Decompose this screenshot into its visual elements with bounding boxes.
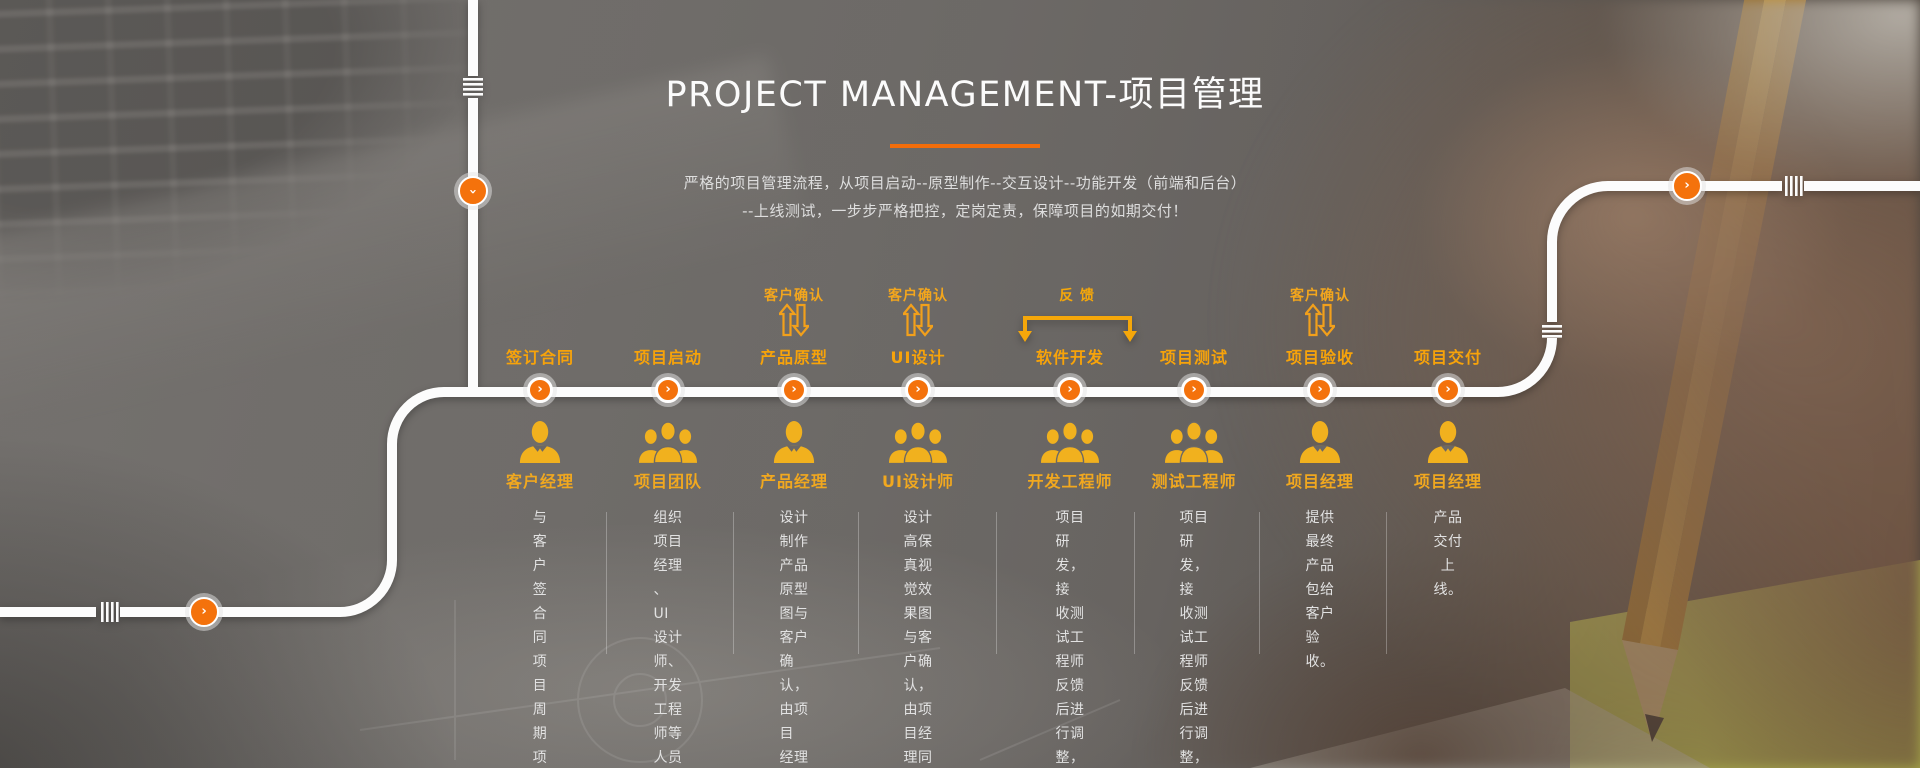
- stage-label: 签订合同: [505, 348, 575, 367]
- single-person-icon: [518, 421, 562, 467]
- route-marker: ›: [454, 172, 492, 210]
- chevron-right-icon: ›: [1307, 377, 1333, 403]
- title-underline: [890, 144, 1040, 148]
- intro-text: 严格的项目管理流程，从项目启动--原型制作--交互设计--功能开发（前端和后台）…: [460, 169, 1470, 225]
- stage-description: 提供最终产品 包给客户验收。: [1305, 510, 1335, 670]
- feedback-bracket: [1018, 316, 1137, 342]
- stage-description: 设计高保真视 觉效果图与客 户确认，由项 目经理同程参 与，把控进度。: [903, 510, 933, 766]
- route-hash-marks: [101, 78, 1803, 622]
- customer-confirm-label: 客户确认: [1290, 288, 1350, 304]
- stage-label: 项目启动: [633, 348, 703, 367]
- customer-confirm-label: 客户确认: [888, 288, 948, 304]
- chevron-right-icon: ›: [781, 377, 807, 403]
- role-label: 产品经理: [759, 472, 829, 491]
- team-icon: [639, 421, 697, 467]
- role-label: 客户经理: [505, 472, 575, 491]
- stage-label: 软件开发: [1035, 348, 1105, 367]
- team-icon: [1165, 421, 1223, 467]
- column-divider: [1259, 512, 1260, 654]
- flow-node: ›: [1303, 373, 1337, 407]
- role-label: 测试工程师: [1151, 472, 1237, 491]
- column-divider: [733, 512, 734, 654]
- chevron-down-icon: ›: [458, 176, 488, 206]
- feedback-label: 反 馈: [1059, 288, 1095, 304]
- role-label: UI设计师: [882, 472, 954, 491]
- route-line: [0, 0, 1920, 617]
- chevron-right-icon: ›: [1181, 377, 1207, 403]
- column-divider: [1134, 512, 1135, 654]
- route-marker: ›: [185, 593, 223, 631]
- flow-node: ›: [777, 373, 811, 407]
- flow-node: ›: [1053, 373, 1087, 407]
- intro-line-1: 严格的项目管理流程，从项目启动--原型制作--交互设计--功能开发（前端和后台）: [683, 174, 1247, 192]
- up-down-arrows-icon: [901, 303, 935, 341]
- chevron-right-icon: ›: [1057, 377, 1083, 403]
- role-label: 项目团队: [633, 472, 703, 491]
- page-title: PROJECT MANAGEMENT-项目管理: [665, 75, 1265, 115]
- column-divider: [606, 512, 607, 654]
- column-divider: [1386, 512, 1387, 654]
- team-icon: [889, 421, 947, 467]
- role-label: 项目经理: [1285, 472, 1355, 491]
- role-label: 开发工程师: [1027, 472, 1113, 491]
- customer-confirm-label: 客户确认: [764, 288, 824, 304]
- route-marker: ›: [1668, 167, 1706, 205]
- single-person-icon: [1298, 421, 1342, 467]
- chevron-right-icon: ›: [527, 377, 553, 403]
- up-down-arrows-icon: [1303, 303, 1337, 341]
- stage-label: 项目验收: [1285, 348, 1355, 367]
- chevron-right-icon: ›: [189, 597, 219, 627]
- chevron-right-icon: ›: [655, 377, 681, 403]
- stage-label: UI设计: [890, 348, 946, 367]
- stage-description: 与客户签合同 项目周期 项目价格 保密协议: [532, 510, 548, 766]
- stage-description: 设计制作产品 原型图与客户 确认，由项目 经理同程参与 ，把控进度。: [779, 510, 809, 766]
- flow-node: ›: [1177, 373, 1211, 407]
- single-person-icon: [1426, 421, 1470, 467]
- column-divider: [858, 512, 859, 654]
- flow-node: ›: [523, 373, 557, 407]
- up-down-arrows-icon: [777, 303, 811, 341]
- intro-line-2: --上线测试，一步步严格把控，定岗定责，保障项目的如期交付！: [742, 202, 1188, 220]
- single-person-icon: [772, 421, 816, 467]
- column-divider: [996, 512, 997, 654]
- chevron-right-icon: ›: [905, 377, 931, 403]
- team-icon: [1041, 421, 1099, 467]
- chevron-right-icon: ›: [1435, 377, 1461, 403]
- stage-label: 产品原型: [759, 348, 829, 367]
- stage-label: 项目测试: [1159, 348, 1229, 367]
- stage-description: 组织项目经理 、UI设计师、 开发工程师等 人员发起项目 启动会议，组 建项目团…: [653, 510, 683, 766]
- flow-node: ›: [651, 373, 685, 407]
- stage-description: 产品交付上线。: [1433, 510, 1463, 598]
- stage-label: 项目交付: [1413, 348, 1483, 367]
- flow-node: ›: [901, 373, 935, 407]
- chevron-right-icon: ›: [1672, 171, 1702, 201]
- flow-node: ›: [1431, 373, 1465, 407]
- role-label: 项目经理: [1413, 472, 1483, 491]
